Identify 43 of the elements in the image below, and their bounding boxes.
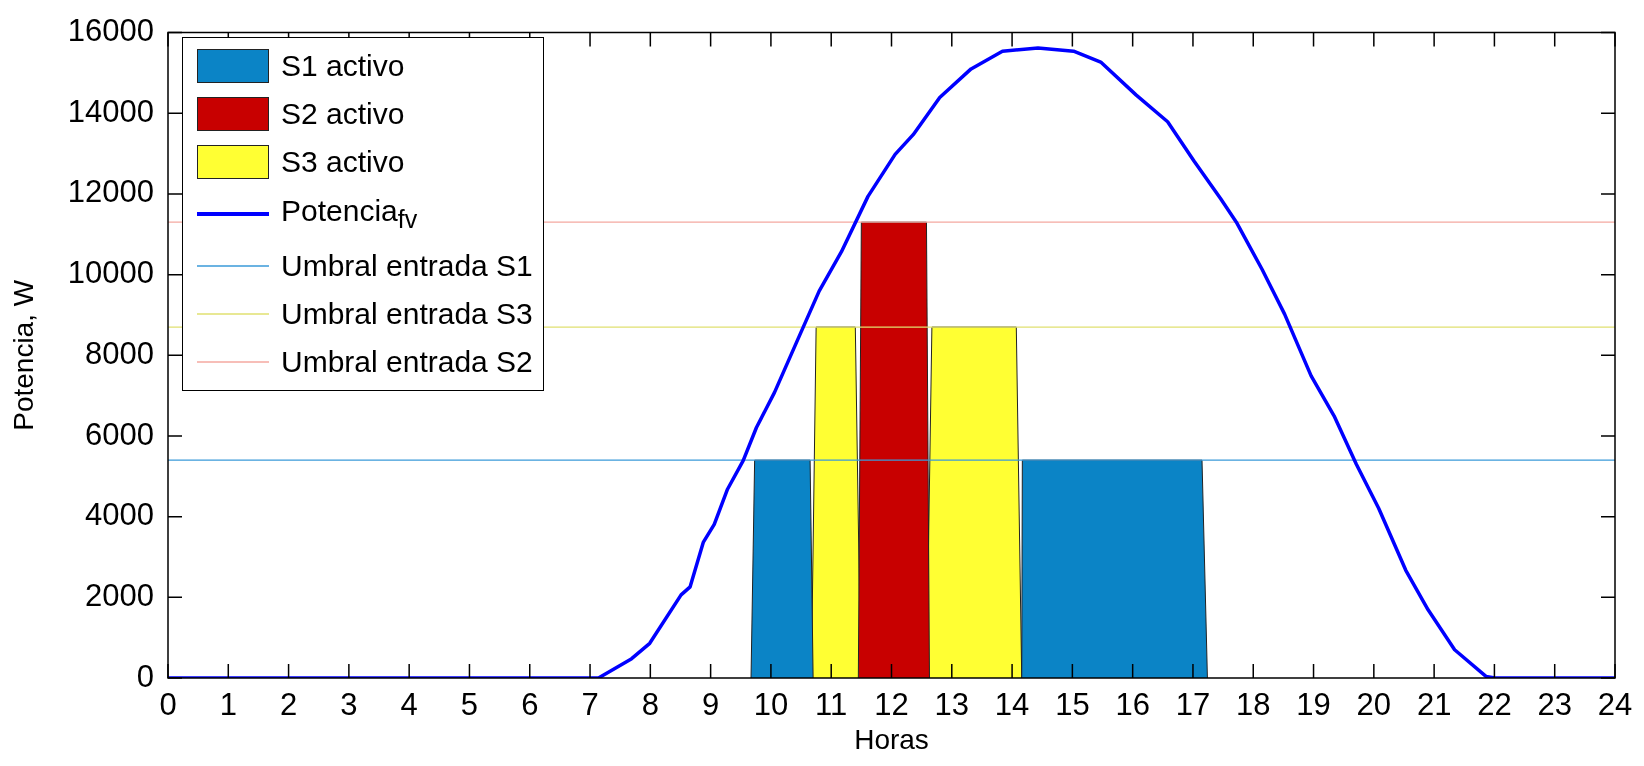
x-axis-title: Horas (854, 723, 929, 755)
y-tick-label: 12000 (67, 174, 154, 210)
x-tick-label: 20 (1356, 687, 1392, 723)
y-tick-label: 6000 (85, 416, 154, 452)
ref-line-label: Umbral entrada S3 (281, 297, 533, 331)
x-tick-label: 11 (815, 687, 848, 723)
y-tick-label: 0 (136, 658, 154, 694)
y-tick-label: 8000 (85, 335, 154, 371)
x-tick-label: 6 (521, 687, 539, 723)
x-tick-label: 24 (1597, 687, 1633, 723)
x-tick-label: 7 (581, 687, 599, 723)
x-tick-label: 5 (460, 687, 479, 723)
x-tick-label: 21 (1416, 687, 1452, 723)
x-tick-label: 23 (1537, 687, 1572, 723)
x-tick-label: 2 (279, 687, 298, 723)
x-tick-label: 22 (1477, 687, 1512, 723)
x-tick-label: 17 (1175, 687, 1211, 723)
x-tick-label: 1 (219, 687, 237, 723)
legend-label: S2 activo (281, 97, 405, 131)
x-tick-label: 16 (1115, 687, 1150, 723)
x-tick-label: 3 (340, 687, 358, 723)
legend-label: S3 activo (281, 145, 405, 179)
x-tick-label: 9 (702, 687, 720, 723)
x-tick-label: 8 (641, 687, 659, 723)
x-tick-label: 19 (1296, 687, 1331, 723)
x-tick-label: 14 (994, 687, 1030, 723)
x-tick-label: 10 (753, 687, 789, 723)
legend-label: S1 activo (281, 49, 405, 83)
legend-label: Umbral entrada S1 (281, 249, 533, 283)
x-tick-label: 0 (159, 687, 177, 723)
legend-label: Umbral entrada S2 (281, 345, 533, 379)
y-tick-label: 2000 (85, 577, 154, 613)
y-tick-label: 10000 (67, 255, 154, 291)
legend-label: Potencia$_{fv}$ (281, 194, 418, 234)
x-tick-label: 12 (874, 687, 909, 723)
x-tick-label: 4 (400, 687, 418, 723)
y-tick-label: 16000 (67, 13, 154, 49)
y-axis-title: Potencia, W (7, 279, 39, 431)
x-tick-label: 15 (1055, 687, 1090, 723)
y-tick-label: 14000 (67, 93, 154, 129)
y-tick-label: 4000 (85, 497, 154, 533)
x-tick-label: 13 (934, 687, 970, 723)
x-tick-label: 18 (1236, 687, 1271, 723)
